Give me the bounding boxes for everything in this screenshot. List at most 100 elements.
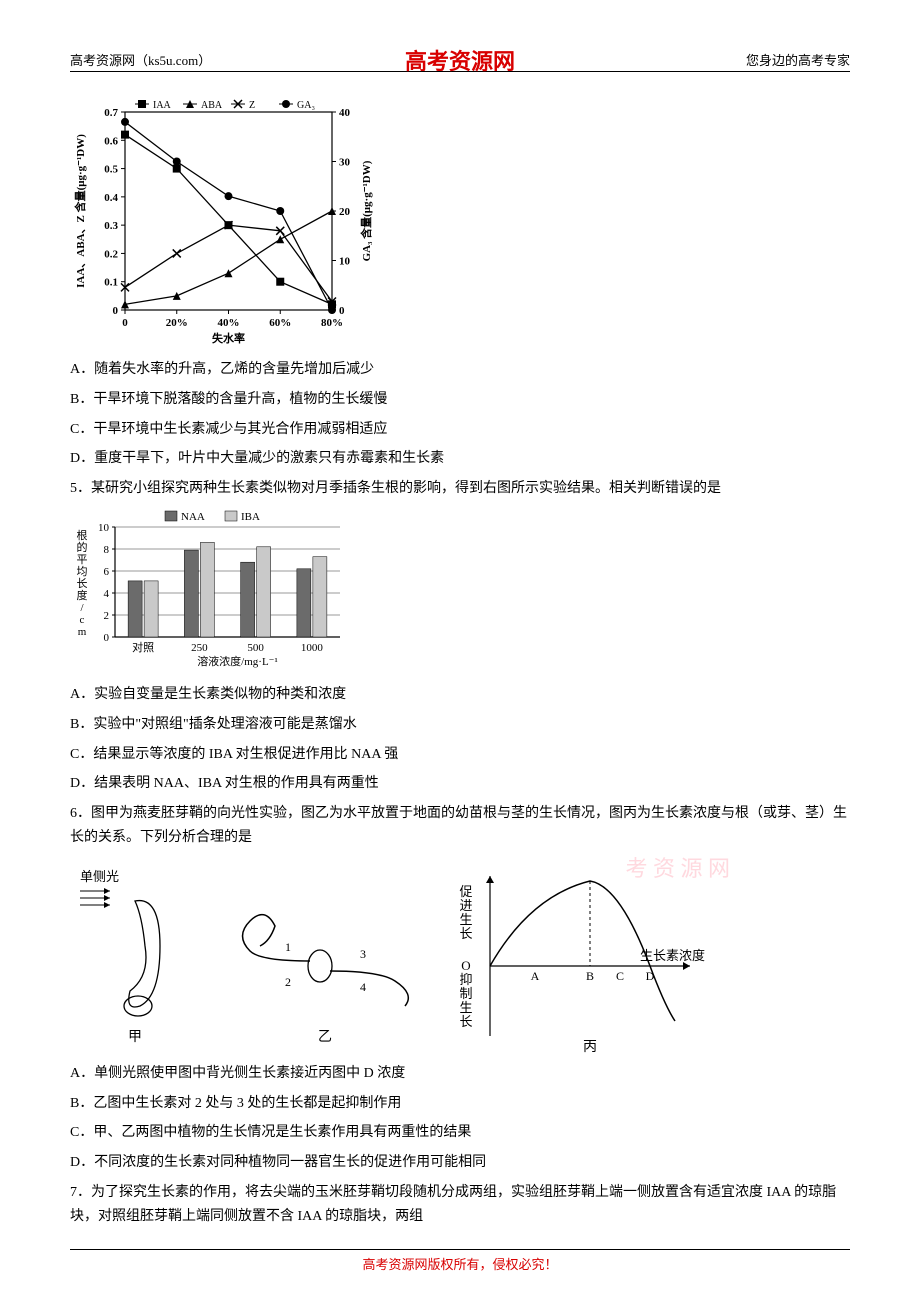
- svg-text:生: 生: [459, 1000, 472, 1015]
- svg-text:0.4: 0.4: [104, 192, 118, 204]
- q4-option-c: C．干旱环境中生长素减少与其光合作用减弱相适应: [70, 418, 850, 442]
- svg-text:80%: 80%: [321, 317, 343, 329]
- q7-stem: 7．为了探究生长素的作用，将去尖端的玉米胚芽鞘切段随机分成两组，实验组胚芽鞘上端…: [70, 1181, 850, 1229]
- svg-text:0.3: 0.3: [104, 220, 118, 232]
- svg-text:20%: 20%: [166, 317, 188, 329]
- svg-text:对照: 对照: [132, 640, 154, 654]
- svg-text:0: 0: [122, 317, 128, 329]
- svg-text:IAA: IAA: [153, 100, 172, 111]
- svg-text:6: 6: [104, 566, 110, 578]
- svg-text:3: 3: [360, 947, 366, 961]
- svg-text:丙: 丙: [583, 1040, 597, 1055]
- chart2-container: 0 2 4 6 8 10 根的平均长度/cm 对照 250 500 1000 溶液浓度/mg·L⁻¹ N…: [70, 507, 850, 677]
- q4-option-a: A．随着失水率的升高，乙烯的含量先增加后减少: [70, 358, 850, 382]
- chart2-svg: 0 2 4 6 8 10 根的平均长度/cm 对照 250 500 1000 溶液浓度/mg·L⁻¹ N…: [70, 507, 350, 677]
- svg-text:1000: 1000: [301, 642, 324, 654]
- svg-text:0.1: 0.1: [104, 277, 118, 289]
- header-right: 您身边的高考专家: [746, 50, 850, 69]
- page-header: 高考资源网（ks5u.com） 高考资源网 您身边的高考专家: [70, 50, 850, 72]
- q5-option-b: B．实验中"对照组"插条处理溶液可能是蒸馏水: [70, 713, 850, 737]
- svg-text:Z: Z: [249, 100, 255, 111]
- q6-option-c: C．甲、乙两图中植物的生长情况是生长素作用具有两重性的结果: [70, 1121, 850, 1145]
- svg-text:ABA: ABA: [201, 100, 223, 111]
- svg-text:长: 长: [459, 926, 472, 941]
- svg-text:IAA、ABA、Z 含量(μg·g⁻¹DW): IAA、ABA、Z 含量(μg·g⁻¹DW): [73, 134, 87, 288]
- svg-text:10: 10: [98, 522, 110, 534]
- svg-text:c: c: [80, 614, 85, 626]
- svg-text:4: 4: [360, 980, 366, 994]
- svg-text:0.5: 0.5: [104, 164, 118, 176]
- q5-option-a: A．实验自变量是生长素类似物的种类和浓度: [70, 683, 850, 707]
- svg-text:C: C: [616, 969, 624, 983]
- svg-text:30: 30: [339, 157, 351, 169]
- svg-text:甲: 甲: [128, 1030, 142, 1045]
- svg-text:0: 0: [104, 632, 110, 644]
- svg-text:4: 4: [104, 588, 110, 600]
- svg-text:促: 促: [459, 884, 472, 899]
- header-left: 高考资源网（ks5u.com）: [70, 50, 211, 69]
- q5-option-c: C．结果显示等浓度的 IBA 对生根促进作用比 NAA 强: [70, 743, 850, 767]
- chart3-container: 考 资 源 网 单侧光甲1234乙促进生长O抑制生长生长素浓度ABCD丙: [70, 856, 850, 1056]
- svg-text:根: 根: [77, 528, 88, 542]
- q6-stem-text: 6．图甲为燕麦胚芽鞘的向光性实验，图乙为水平放置于地面的幼苗根与茎的生长情况，图…: [70, 802, 850, 850]
- chart1-svg: 0 20% 40% 60% 80% 失水率 0 0.1 0.2 0.3 0.4 0.5 0.6 0.7 IA…: [70, 92, 380, 352]
- svg-text:250: 250: [191, 642, 208, 654]
- svg-text:IBA: IBA: [241, 511, 260, 523]
- svg-text:m: m: [78, 626, 87, 638]
- svg-text:GA₃: GA₃: [297, 100, 315, 111]
- svg-text:20: 20: [339, 206, 351, 218]
- svg-text:0.6: 0.6: [104, 135, 118, 147]
- q5-stem: 5．某研究小组探究两种生长素类似物对月季插条生根的影响，得到右图所示实验结果。相…: [70, 477, 850, 501]
- q6-options: A．单侧光照使甲图中背光侧生长素接近丙图中 D 浓度 B．乙图中生长素对 2 处…: [70, 1062, 850, 1175]
- svg-text:生长素浓度: 生长素浓度: [640, 948, 705, 963]
- svg-text:2: 2: [104, 610, 110, 622]
- svg-text:0: 0: [113, 305, 119, 317]
- svg-text:平: 平: [77, 554, 88, 566]
- q4-option-b: B．干旱环境下脱落酸的含量升高，植物的生长缓慢: [70, 388, 850, 412]
- q5-option-d: D．结果表明 NAA、IBA 对生根的作用具有两重性: [70, 772, 850, 796]
- q6-option-b: B．乙图中生长素对 2 处与 3 处的生长都是起抑制作用: [70, 1092, 850, 1116]
- svg-text:生: 生: [459, 912, 472, 927]
- chart3-svg: 单侧光甲1234乙促进生长O抑制生长生长素浓度ABCD丙: [70, 856, 710, 1056]
- svg-text:40: 40: [339, 107, 351, 119]
- svg-text:10: 10: [339, 256, 351, 268]
- svg-text:制: 制: [459, 986, 472, 1001]
- svg-text:单侧光: 单侧光: [80, 869, 119, 884]
- svg-text:B: B: [586, 969, 594, 983]
- svg-text:0.7: 0.7: [104, 107, 118, 119]
- q5-options: A．实验自变量是生长素类似物的种类和浓度 B．实验中"对照组"插条处理溶液可能是…: [70, 683, 850, 796]
- q6-stem: 6．图甲为燕麦胚芽鞘的向光性实验，图乙为水平放置于地面的幼苗根与茎的生长情况，图…: [70, 802, 850, 850]
- svg-text:的: 的: [77, 540, 88, 554]
- svg-text:GA₃ 含量(μg·g⁻¹DW): GA₃ 含量(μg·g⁻¹DW): [359, 160, 373, 261]
- svg-text:均: 均: [77, 565, 88, 578]
- svg-text:500: 500: [247, 642, 264, 654]
- svg-text:D: D: [646, 969, 655, 983]
- q5-stem-text: 5．某研究小组探究两种生长素类似物对月季插条生根的影响，得到右图所示实验结果。相…: [70, 477, 850, 501]
- svg-text:长: 长: [77, 577, 88, 590]
- svg-text:NAA: NAA: [181, 511, 205, 523]
- svg-text:失水率: 失水率: [212, 331, 245, 345]
- svg-text:乙: 乙: [318, 1029, 332, 1045]
- svg-text:40%: 40%: [218, 317, 240, 329]
- header-center: 高考资源网: [405, 44, 515, 76]
- svg-text:长: 长: [459, 1014, 472, 1029]
- svg-text:进: 进: [459, 898, 472, 913]
- page-footer: 高考资源网版权所有，侵权必究！: [70, 1249, 850, 1273]
- svg-text:60%: 60%: [269, 317, 291, 329]
- svg-text:1: 1: [285, 940, 291, 954]
- svg-text:8: 8: [104, 544, 110, 556]
- svg-text:/: /: [80, 602, 84, 614]
- svg-text:度: 度: [77, 588, 88, 602]
- svg-text:抑: 抑: [459, 972, 472, 987]
- svg-text:溶液浓度/mg·L⁻¹: 溶液浓度/mg·L⁻¹: [197, 654, 278, 668]
- svg-text:O: O: [461, 958, 470, 973]
- q6-option-a: A．单侧光照使甲图中背光侧生长素接近丙图中 D 浓度: [70, 1062, 850, 1086]
- q6-option-d: D．不同浓度的生长素对同种植物同一器官生长的促进作用可能相同: [70, 1151, 850, 1175]
- svg-text:A: A: [531, 969, 540, 983]
- q4-options: A．随着失水率的升高，乙烯的含量先增加后减少 B．干旱环境下脱落酸的含量升高，植…: [70, 358, 850, 471]
- svg-text:2: 2: [285, 975, 291, 989]
- svg-text:0.2: 0.2: [104, 248, 118, 260]
- q7-stem-text: 7．为了探究生长素的作用，将去尖端的玉米胚芽鞘切段随机分成两组，实验组胚芽鞘上端…: [70, 1181, 850, 1229]
- chart1-container: 0 20% 40% 60% 80% 失水率 0 0.1 0.2 0.3 0.4 0.5 0.6 0.7 IA…: [70, 92, 850, 352]
- svg-text:0: 0: [339, 305, 345, 317]
